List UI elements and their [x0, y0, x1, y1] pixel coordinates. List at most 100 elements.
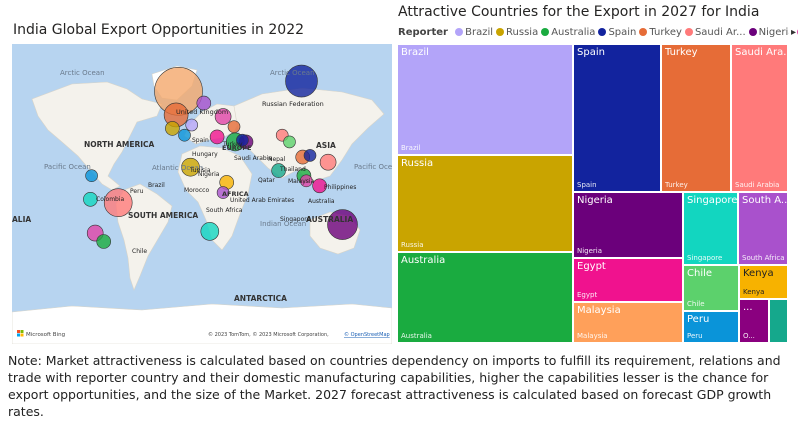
treemap-tile-australia[interactable]: Australia Australia — [397, 252, 573, 343]
treemap-tile-egypt[interactable]: Egypt Egypt — [573, 258, 683, 302]
label-north-america: NORTH AMERICA — [84, 140, 155, 149]
bubble-indonesia[interactable] — [312, 178, 327, 194]
bubble-egypt[interactable] — [209, 129, 225, 145]
label-colombia: Colombia — [96, 196, 125, 203]
legend-dot-icon — [541, 28, 550, 36]
tile-sublabel: South Africa — [742, 254, 785, 262]
legend-item-3[interactable]: Spain — [598, 27, 636, 38]
treemap-tile-saudi-arabia[interactable]: Saudi Ara... Saudi Arabia — [731, 44, 788, 192]
bubble-turkey[interactable] — [214, 108, 232, 125]
antarctica-landmass — [12, 303, 392, 344]
legend-item-1[interactable]: Russia — [496, 27, 538, 38]
label-tunisia: Tunisia — [189, 167, 211, 174]
bubble-morocco[interactable] — [165, 121, 180, 136]
legend-label: Nigeria — [758, 27, 795, 38]
bubble-bangladesh[interactable] — [283, 135, 296, 149]
legend-more-arrow-icon[interactable]: ▸ — [788, 27, 796, 38]
label-chile: Chile — [132, 248, 147, 255]
tile-sublabel: Nigeria — [577, 247, 603, 255]
label-indian-ocean: Indian Ocean — [260, 220, 306, 228]
legend-item-0[interactable]: Brazil — [455, 27, 493, 38]
bubble-qatar[interactable] — [236, 133, 249, 147]
label-antarctica: ANTARCTICA — [234, 294, 287, 303]
legend-item-5[interactable]: Saudi Ar... — [684, 27, 746, 38]
treemap-tile-peru[interactable]: Peru Peru — [683, 311, 739, 343]
microsoft-bing-logo — [17, 330, 24, 337]
bubble-iraq[interactable] — [227, 120, 241, 133]
label-singapore: Singapore — [280, 216, 311, 223]
treemap-tile-russia[interactable]: Russia Russia — [397, 155, 573, 252]
tile-label: Egypt — [577, 261, 606, 272]
tile-sublabel: Peru — [687, 332, 703, 340]
legend-item-2[interactable]: Australia — [541, 27, 595, 38]
label-south-africa: South Africa — [206, 207, 243, 214]
label-asia: ASIA — [316, 141, 336, 150]
treemap-tile-chile[interactable]: Chile Chile — [683, 265, 739, 311]
ms-logo-green-icon — [20, 330, 24, 333]
legend-item-6[interactable]: Nigeria — [748, 27, 795, 38]
bubble-argentina[interactable] — [96, 234, 111, 249]
treemap-tile-turkey[interactable]: Turkey Turkey — [661, 44, 731, 192]
legend-label: Saudi Ar... — [694, 27, 746, 38]
legend-item-4[interactable]: Turkey — [639, 27, 682, 38]
bubble-algeria[interactable] — [178, 128, 191, 142]
attribution-bing: Microsoft Bing — [26, 332, 65, 338]
bubble-philippines[interactable] — [319, 153, 337, 171]
label-united-arab-emirates: United Arab Emirates — [230, 197, 294, 204]
legend-item-7[interactable]: Egypt — [797, 27, 798, 38]
world-map[interactable]: Arctic Ocean Arctic Ocean NORTH AMERICA … — [12, 44, 392, 344]
treemap-tile-spain[interactable]: Spain Spain — [573, 44, 661, 192]
attribution-copyright: © 2023 TomTom, © 2023 Microsoft Corporat… — [208, 331, 329, 338]
bubble-tanzania[interactable] — [216, 186, 230, 199]
label-europe: EUROPE — [222, 144, 251, 152]
bubble-peru[interactable] — [83, 192, 98, 207]
tile-label: Chile — [687, 268, 713, 279]
bubble-nigeria[interactable] — [181, 157, 200, 177]
label-qatar: Qatar — [258, 177, 275, 184]
legend-title: Reporter — [398, 27, 448, 38]
label-south-america: SOUTH AMERICA — [128, 211, 198, 220]
bubble-layer — [83, 64, 358, 249]
bubble-hungary[interactable] — [196, 95, 212, 111]
map-svg: Arctic Ocean Arctic Ocean NORTH AMERICA … — [12, 44, 392, 344]
treemap-tile-brazil[interactable]: Brazil Brazil — [397, 44, 573, 155]
label-peru: Peru — [130, 188, 144, 195]
bubble-colombia[interactable] — [85, 169, 98, 182]
tile-label: Malaysia — [577, 305, 621, 316]
tile-sublabel: Brazil — [401, 144, 421, 152]
bubble-brazil[interactable] — [103, 188, 133, 217]
treemap-tile-kenya[interactable]: Kenya Kenya — [739, 265, 788, 299]
treemap-tile-nigeria[interactable]: Nigeria Nigeria — [573, 192, 683, 258]
map-title: India Global Export Opportunities in 202… — [13, 22, 305, 38]
footnote: Note: Market attractiveness is calculate… — [8, 353, 781, 419]
bubble-sri-lanka[interactable] — [271, 163, 286, 178]
label-australia: Australia — [308, 198, 335, 205]
bubble-vietnam[interactable] — [303, 149, 317, 162]
label-turkey: Turkey — [222, 141, 243, 148]
bubble-tunisia[interactable] — [185, 118, 198, 132]
label-saudi-arabia: Saudi Arabia — [234, 155, 272, 162]
tile-label: Turkey — [665, 47, 698, 58]
label-australia-region: AUSTRALIA — [306, 215, 353, 224]
treemap-tile-other-1[interactable]: ... O... — [739, 299, 769, 343]
treemap-tile-singapore[interactable]: Singapore Singapore — [683, 192, 738, 265]
treemap-tile-other-2[interactable] — [769, 299, 788, 343]
legend-dot-icon — [797, 28, 798, 36]
bubble-australia[interactable] — [327, 209, 358, 240]
legend-dot-icon — [598, 28, 607, 36]
openstreetmap-link[interactable]: © OpenStreetMap — [344, 331, 390, 338]
tile-label: Brazil — [401, 47, 429, 58]
tile-sublabel: Russia — [401, 241, 424, 249]
legend-label: Spain — [608, 27, 637, 38]
tile-sublabel: Saudi Arabia — [735, 181, 780, 189]
treemap-chart: Brazil Brazil Russia Russia Australia Austral… — [397, 44, 788, 343]
treemap-title: Attractive Countries for the Export in 2… — [398, 4, 760, 20]
bubble-russian-federation[interactable] — [285, 64, 318, 98]
bubble-singapore[interactable] — [299, 174, 313, 188]
treemap-tile-south-africa[interactable]: South A... South Africa — [738, 192, 788, 265]
bubble-south-africa[interactable] — [200, 222, 220, 241]
treemap-tile-malaysia[interactable]: Malaysia Malaysia — [573, 302, 683, 343]
label-edge-alia: ALIA — [12, 215, 31, 224]
ms-logo-blue-icon — [17, 333, 20, 337]
treemap-legend: Reporter Brazil Russia Australia Spain Turke… — [398, 27, 798, 41]
